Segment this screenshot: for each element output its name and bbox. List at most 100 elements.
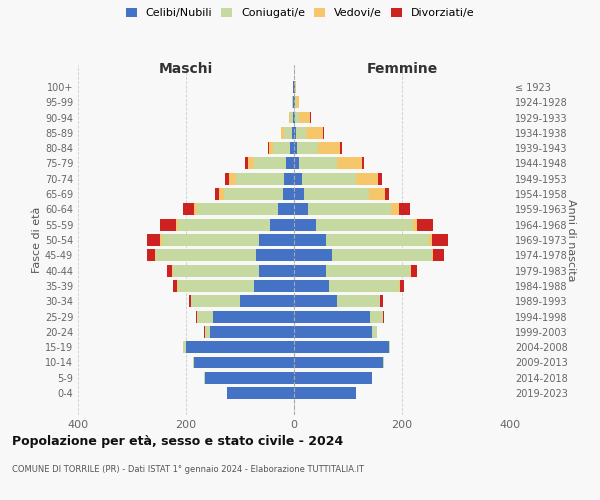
Bar [220, 188, 224, 200]
Bar [284, 173, 294, 184]
Bar [186, 341, 294, 353]
Bar [302, 173, 356, 184]
Bar [156, 250, 256, 262]
Text: COMUNE DI TORRILE (PR) - Dati ISTAT 1° gennaio 2024 - Elaborazione TUTTITALIA.IT: COMUNE DI TORRILE (PR) - Dati ISTAT 1° g… [12, 465, 364, 474]
Y-axis label: Anni di nascita: Anni di nascita [566, 198, 576, 281]
Bar [225, 173, 229, 184]
Bar [155, 250, 156, 262]
Bar [294, 218, 316, 230]
Bar [184, 204, 194, 216]
Bar [294, 356, 383, 368]
Bar [294, 112, 295, 124]
Bar [294, 296, 337, 307]
Bar [290, 142, 294, 154]
Bar [270, 218, 294, 230]
Bar [296, 96, 299, 108]
Bar [197, 204, 278, 216]
Bar [389, 341, 390, 353]
Bar [253, 158, 286, 170]
Bar [299, 112, 310, 124]
Bar [248, 158, 254, 170]
Bar [413, 218, 417, 230]
Bar [224, 188, 283, 200]
Bar [173, 280, 178, 292]
Bar [316, 218, 413, 230]
Bar [197, 310, 213, 322]
Bar [294, 204, 308, 216]
Bar [213, 310, 294, 322]
Bar [292, 127, 294, 139]
Bar [194, 356, 294, 368]
Bar [400, 280, 404, 292]
Text: Maschi: Maschi [159, 62, 213, 76]
Bar [184, 341, 186, 353]
Bar [295, 112, 299, 124]
Bar [191, 296, 240, 307]
Bar [254, 280, 294, 292]
Bar [147, 250, 155, 262]
Bar [274, 142, 290, 154]
Bar [240, 296, 294, 307]
Bar [294, 188, 304, 200]
Bar [162, 234, 259, 246]
Bar [432, 250, 433, 262]
Bar [259, 264, 294, 276]
Bar [304, 188, 368, 200]
Bar [417, 218, 433, 230]
Bar [326, 264, 410, 276]
Bar [268, 142, 269, 154]
Bar [173, 264, 259, 276]
Bar [332, 250, 432, 262]
Bar [326, 234, 429, 246]
Bar [296, 142, 319, 154]
Bar [178, 280, 254, 292]
Bar [372, 326, 377, 338]
Bar [294, 341, 389, 353]
Bar [295, 96, 296, 108]
Bar [178, 218, 270, 230]
Bar [281, 127, 284, 139]
Bar [340, 142, 341, 154]
Bar [167, 264, 172, 276]
Bar [294, 250, 332, 262]
Bar [289, 112, 290, 124]
Bar [329, 280, 400, 292]
Bar [429, 234, 432, 246]
Bar [307, 127, 323, 139]
Bar [378, 173, 382, 184]
Bar [368, 188, 385, 200]
Bar [294, 310, 370, 322]
Bar [259, 234, 294, 246]
Bar [433, 250, 444, 262]
Bar [269, 142, 274, 154]
Bar [205, 326, 211, 338]
Text: Popolazione per età, sesso e stato civile - 2024: Popolazione per età, sesso e stato civil… [12, 435, 343, 448]
Legend: Celibi/Nubili, Coniugati/e, Vedovi/e, Divorziati/e: Celibi/Nubili, Coniugati/e, Vedovi/e, Di… [124, 6, 476, 20]
Bar [286, 158, 294, 170]
Bar [211, 326, 294, 338]
Bar [196, 310, 197, 322]
Bar [356, 173, 378, 184]
Bar [319, 142, 340, 154]
Bar [284, 127, 292, 139]
Bar [383, 310, 384, 322]
Bar [432, 234, 448, 246]
Bar [391, 204, 400, 216]
Bar [194, 204, 197, 216]
Bar [294, 326, 372, 338]
Bar [323, 127, 324, 139]
Bar [245, 158, 248, 170]
Bar [294, 234, 326, 246]
Y-axis label: Fasce di età: Fasce di età [32, 207, 42, 273]
Bar [293, 112, 294, 124]
Bar [290, 112, 293, 124]
Bar [337, 158, 361, 170]
Bar [160, 234, 162, 246]
Bar [294, 372, 372, 384]
Bar [283, 188, 294, 200]
Bar [294, 387, 356, 399]
Bar [294, 173, 302, 184]
Bar [256, 250, 294, 262]
Bar [380, 296, 383, 307]
Bar [215, 188, 220, 200]
